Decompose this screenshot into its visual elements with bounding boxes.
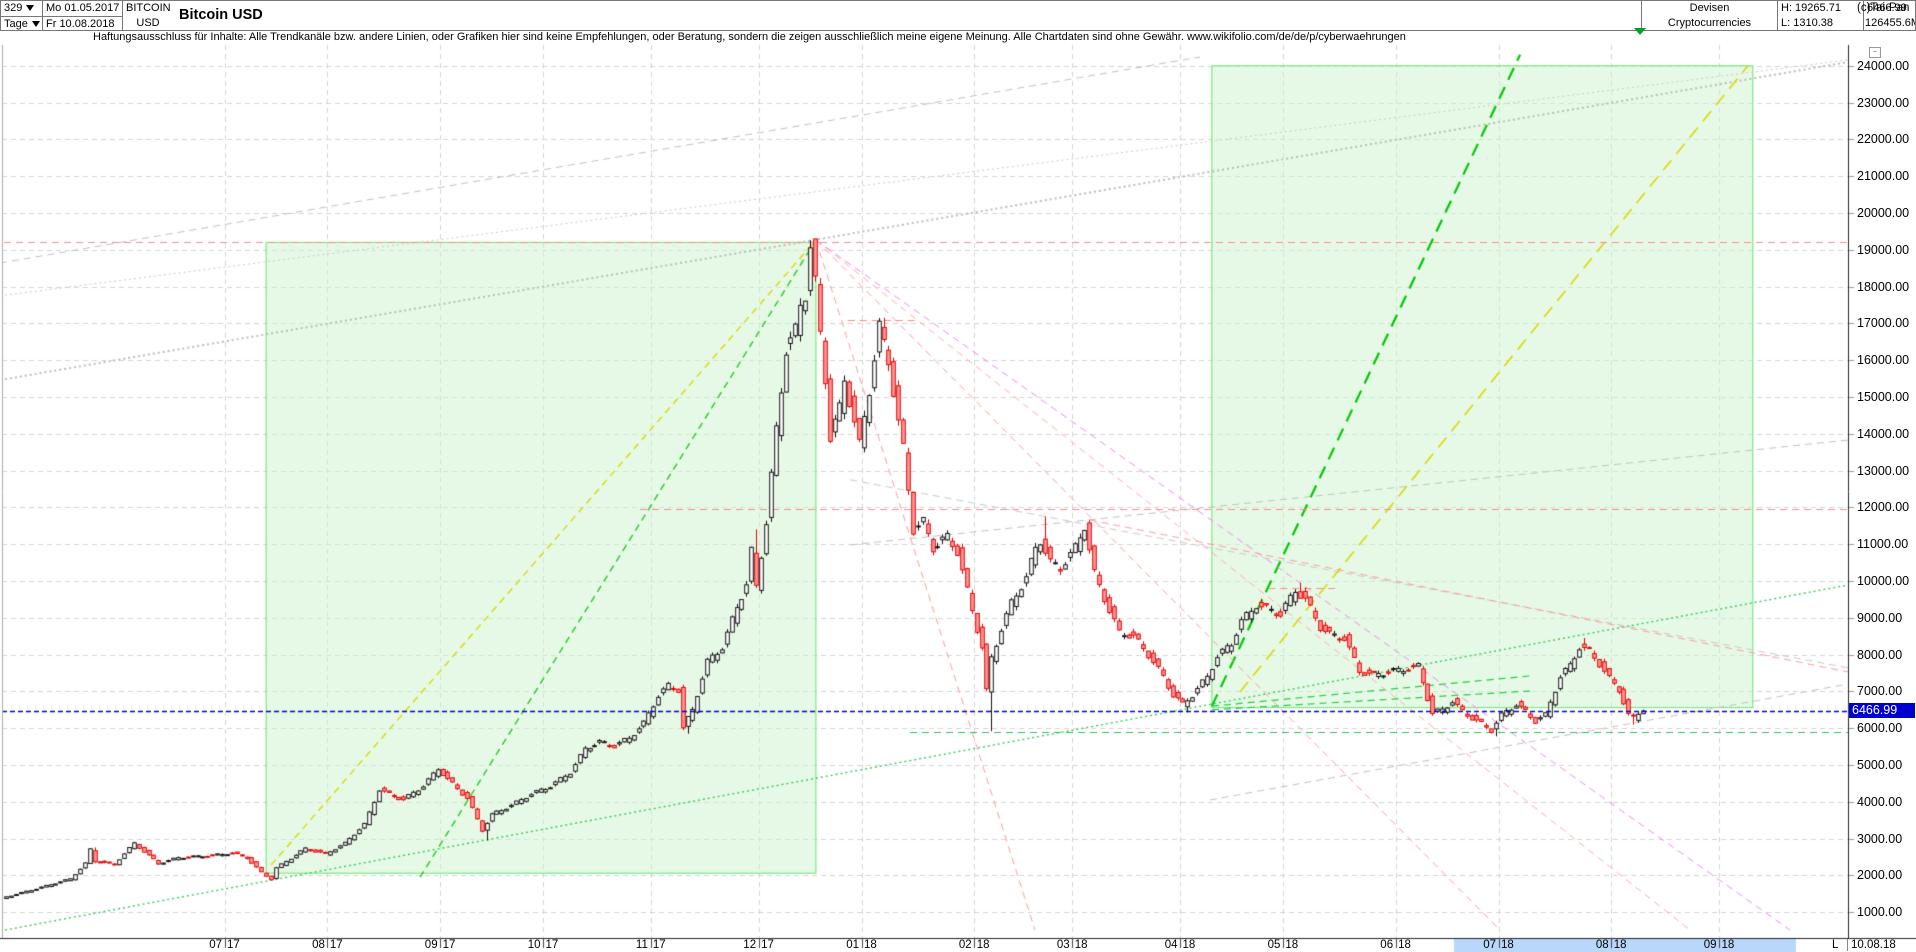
- y-axis-label: 2000.00: [1857, 868, 1903, 883]
- x-axis-label: 03 18: [1056, 939, 1088, 951]
- y-axis-label: 22000.00: [1857, 132, 1910, 147]
- x-axis-label: 09 18: [1703, 939, 1735, 951]
- chevron-down-icon: [26, 5, 35, 12]
- minimize-icon[interactable]: −: [1869, 47, 1881, 58]
- y-axis-label: 19000.00: [1857, 242, 1910, 257]
- y-axis-label: 16000.00: [1857, 353, 1910, 368]
- x-axis-label: 06 18: [1380, 939, 1411, 951]
- date-range-cell: Mo 01.05.2017 Fr 10.08.2018: [42, 0, 123, 31]
- bars-count-dropdown[interactable]: 329: [1, 1, 42, 17]
- date-to-field[interactable]: Fr 10.08.2018: [46, 18, 115, 30]
- x-axis-label: 02 18: [958, 939, 990, 951]
- bars-count-period-cell: 329 Tage: [0, 0, 43, 31]
- y-axis-label: 18000.00: [1857, 279, 1910, 294]
- y-axis-label: 14000.00: [1857, 426, 1910, 441]
- y-axis-label: 7000.00: [1857, 684, 1903, 699]
- x-axis-label: 08 18: [1595, 939, 1627, 951]
- symbol-base: BITCOIN: [126, 2, 171, 14]
- y-axis-label: 23000.00: [1857, 95, 1910, 110]
- date-from-field[interactable]: Mo 01.05.2017: [43, 1, 122, 17]
- x-axis-label: 01 18: [846, 939, 877, 951]
- x-axis-label: 09 17: [424, 939, 456, 951]
- y-axis-label: 4000.00: [1857, 794, 1903, 809]
- low-value: L: 1310.38: [1781, 17, 1833, 29]
- y-axis-label: 12000.00: [1857, 500, 1910, 515]
- y-axis-label: 13000.00: [1857, 463, 1910, 478]
- y-axis-label: 11000.00: [1857, 537, 1909, 552]
- y-axis-label: 1000.00: [1857, 905, 1903, 920]
- y-axis-label: 8000.00: [1857, 647, 1903, 662]
- y-axis-label: 6000.00: [1857, 721, 1903, 736]
- category-line2: Cryptocurrencies: [1667, 17, 1752, 29]
- symbol-quote: USD: [136, 17, 160, 29]
- symbol-cell: BITCOIN USD: [122, 0, 174, 31]
- high-value: H: 19265.71: [1781, 2, 1841, 14]
- chevron-down-icon: [31, 21, 40, 28]
- period-value: Tage: [4, 18, 28, 30]
- x-axis-label: 07 18: [1483, 939, 1514, 951]
- disclaimer-row: Haftungsausschluss für Inhalte: Alle Tre…: [0, 30, 1916, 45]
- x-axis-label: 11 17: [635, 939, 666, 951]
- x-axis-label: 10 17: [527, 939, 559, 951]
- x-axis-label: 08 17: [312, 939, 343, 951]
- category-line1: Devisen: [1689, 2, 1730, 14]
- bars-count-value: 329: [4, 2, 23, 14]
- y-axis-label: 5000.00: [1857, 758, 1903, 772]
- y-axis-label: 21000.00: [1857, 169, 1910, 184]
- last-quote-value: 6466.99: [1867, 2, 1907, 14]
- high-low-cell: H: 19265.71 L: 1310.38: [1777, 0, 1864, 31]
- x-axis-label: 07 17: [209, 939, 240, 951]
- period-dropdown[interactable]: Tage: [1, 17, 42, 30]
- x-axis-label: 05 18: [1267, 939, 1299, 951]
- y-axis-label: 10000.00: [1857, 574, 1910, 588]
- last-price-badge: 6466.99: [1849, 703, 1915, 718]
- category-cell: Devisen Cryptocurrencies: [1641, 0, 1778, 31]
- copyright-label: (c)Tai-Pan: [1857, 2, 1910, 14]
- y-axis-label: 24000.00: [1857, 58, 1910, 73]
- last-volume-cell: 6466.99 126455.6M: [1863, 0, 1916, 31]
- last-bar-tag: L: [1832, 939, 1839, 951]
- y-axis-label: 3000.00: [1857, 831, 1903, 846]
- y-axis-label: 9000.00: [1857, 610, 1903, 625]
- page-title: Bitcoin USD: [173, 0, 1642, 31]
- x-axis-label: 04 18: [1164, 939, 1196, 951]
- y-axis-label: 17000.00: [1857, 316, 1910, 331]
- marker-triangle-icon: [1634, 28, 1646, 35]
- disclaimer-text: Haftungsausschluss für Inhalte: Alle Tre…: [93, 31, 1406, 43]
- y-axis-label: 20000.00: [1857, 206, 1910, 220]
- x-axis-label: 12 17: [743, 939, 774, 951]
- volume-value: 126455.6M: [1865, 17, 1916, 29]
- y-axis-label: 15000.00: [1857, 390, 1910, 404]
- last-bar-date: 10.08.18: [1847, 939, 1896, 951]
